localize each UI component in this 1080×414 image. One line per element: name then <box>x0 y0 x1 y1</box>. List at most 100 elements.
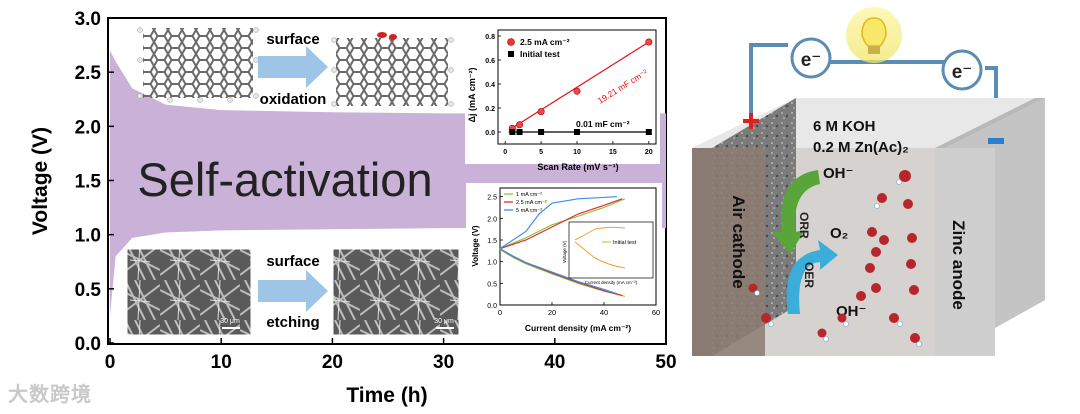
legend-black-text: Initial test <box>520 49 560 59</box>
inset-bottom-x-tick-label: 20 <box>548 308 556 317</box>
sub-inset-discharge-curve <box>574 241 626 269</box>
inset-top-y-tick-label: 0.2 <box>485 106 495 113</box>
main-y-tick-label: 2.0 <box>75 117 101 138</box>
main-x-tick-label: 10 <box>211 352 232 373</box>
inset-bottom-series-line <box>499 196 618 250</box>
main-x-axis-label: Time (h) <box>346 384 427 407</box>
sem-image-before <box>126 248 252 336</box>
hydroxide-particles <box>754 179 922 347</box>
inset-top-y-tick-label: 0.8 <box>485 34 495 41</box>
oxygen-atom <box>377 32 387 38</box>
graphene-lattice-left <box>143 28 253 98</box>
sub-inset-frame <box>568 221 654 279</box>
orr-arrow <box>772 170 820 254</box>
inset-top-red-point <box>645 38 653 46</box>
orr-label: ORR <box>797 212 811 239</box>
inset-top-x-tick-label: 10 <box>573 149 581 156</box>
negative-terminal <box>988 138 1004 144</box>
inset-bottom-series-line <box>499 198 623 250</box>
oer-label: OER <box>802 262 816 288</box>
sem-scale-bar-right: 30 μm <box>434 318 454 325</box>
inset-top-black-point <box>645 129 652 135</box>
oer-arrow <box>786 240 838 314</box>
electrolyte-koh: 6 M KOH <box>813 118 876 135</box>
electrolyte-zinc-acetate: 0.2 M Zn(Ac)₂ <box>813 139 909 156</box>
inset-top-red-fit-line <box>508 41 650 131</box>
main-x-tick-label: 50 <box>655 352 676 373</box>
surface-oxidation-panel: surface oxidation <box>137 27 454 108</box>
inset-top-x-tick-label: 0 <box>503 149 507 156</box>
sub-inset-label: Initial test <box>613 240 637 246</box>
inset-bottom-y-tick-label: 0.5 <box>487 281 497 288</box>
inset-top-x-tick-label: 5 <box>539 149 543 156</box>
inset-bottom-x-label: Current density (mA cm⁻²) <box>525 323 631 333</box>
watermark: 大数跨境 <box>8 384 92 406</box>
zinc-anode-label: Zinc anode <box>949 220 968 310</box>
zinc-anode-front <box>935 148 995 356</box>
slope-black-text: 0.01 mF cm⁻² <box>576 119 630 129</box>
light-bulb-icon <box>861 17 887 47</box>
oxidation-arrow-text-bottom: oxidation <box>260 91 327 108</box>
inset-top-red-point <box>573 87 581 95</box>
inset-top-black-point <box>574 129 580 135</box>
main-x-tick-label: 0 <box>105 352 116 373</box>
legend-1-text: 1 mA cm⁻² <box>516 192 542 198</box>
inset-top-x-tick-label: 15 <box>609 149 617 156</box>
inset-bottom-y-tick-label: 2.5 <box>487 195 497 202</box>
inset-top-y-tick-label: 0.4 <box>485 82 495 89</box>
inset-top-black-point <box>509 129 516 135</box>
sub-inset-x-label: Current density (mA cm⁻²) <box>585 280 638 285</box>
main-x-tick-label: 30 <box>433 352 454 373</box>
air-cathode-label: Air cathode <box>729 195 748 289</box>
legend-red-text: 2.5 mA cm⁻² <box>520 37 570 47</box>
legend-2-text: 2.5 mA cm⁻² <box>516 200 547 206</box>
main-y-tick-label: 1.5 <box>75 172 102 193</box>
main-x-tick-label: 20 <box>322 352 343 373</box>
inset-top-y-tick-label: 0.6 <box>485 58 495 65</box>
polarization-inset: 0.0 0.5 1.0 1.5 2.0 2.5 0 20 40 60 Voltage (V) C… <box>466 183 662 337</box>
oxygen-atom <box>389 34 397 40</box>
inset-top-red-point <box>537 108 545 116</box>
inset-bottom-y-tick-label: 1.0 <box>487 260 497 267</box>
main-y-tick-label: 0.5 <box>75 280 102 301</box>
etching-arrow <box>258 270 328 312</box>
inset-bottom-frame <box>499 187 657 306</box>
oxidation-arrow-text-top: surface <box>266 31 319 48</box>
inset-bottom-legend: 1 mA cm⁻² 2.5 mA cm⁻² 5 mA cm⁻² <box>504 192 547 214</box>
sub-inset-charge-curve <box>574 226 626 241</box>
inset-bottom-x-tick-label: 60 <box>652 308 660 317</box>
inset-bottom-y-tick-label: 0.0 <box>487 303 497 310</box>
sub-inset: Initial test Voltage (V) Current density… <box>562 221 654 285</box>
electron-left-icon <box>790 37 832 79</box>
wire-left <box>749 43 788 120</box>
zinc-ion-particles <box>748 170 920 343</box>
electron-right-icon <box>941 49 983 91</box>
main-x-tick-label: 40 <box>544 352 565 373</box>
scale-bar-line <box>436 327 454 329</box>
oh-top-label: OH⁻ <box>823 165 853 182</box>
inset-top-x-tick-label: 20 <box>645 149 653 156</box>
inset-bottom-x-tick-label: 0 <box>498 308 502 317</box>
oxidation-arrow <box>258 46 328 88</box>
electron-right-label: e⁻ <box>952 62 973 83</box>
zinc-anode-top <box>935 98 1045 148</box>
inset-top-y-label: Δj (mA cm⁻²) <box>467 68 477 123</box>
self-activation-label: Self-activation <box>137 153 432 206</box>
main-y-tick-label: 1.0 <box>75 226 101 247</box>
main-y-tick-label: 2.5 <box>75 63 102 84</box>
main-y-tick-label: 0.0 <box>75 334 101 355</box>
positive-terminal-cross <box>749 113 753 129</box>
sem-image-after <box>332 248 460 336</box>
scale-bar-line <box>222 327 240 329</box>
air-cathode-front <box>712 148 765 356</box>
sem-scale-bar-left: 30 μm <box>220 318 240 325</box>
bulb-base <box>868 46 880 54</box>
etching-arrow-text-bottom: etching <box>266 314 319 331</box>
capacitance-inset: 0.0 0.2 0.4 0.6 0.8 0 5 10 15 20 Δj (mA cm⁻²) Sc… <box>465 24 660 172</box>
main-y-axis-label: Voltage (V) <box>29 127 52 235</box>
surface-etching-panel: 30 μm surface etching 30 μm <box>126 248 460 336</box>
legend-3-text: 5 mA cm⁻² <box>516 208 542 214</box>
inset-bottom-y-label: Voltage (V) <box>471 225 480 267</box>
sub-inset-y-label: Voltage (V) <box>562 240 567 263</box>
